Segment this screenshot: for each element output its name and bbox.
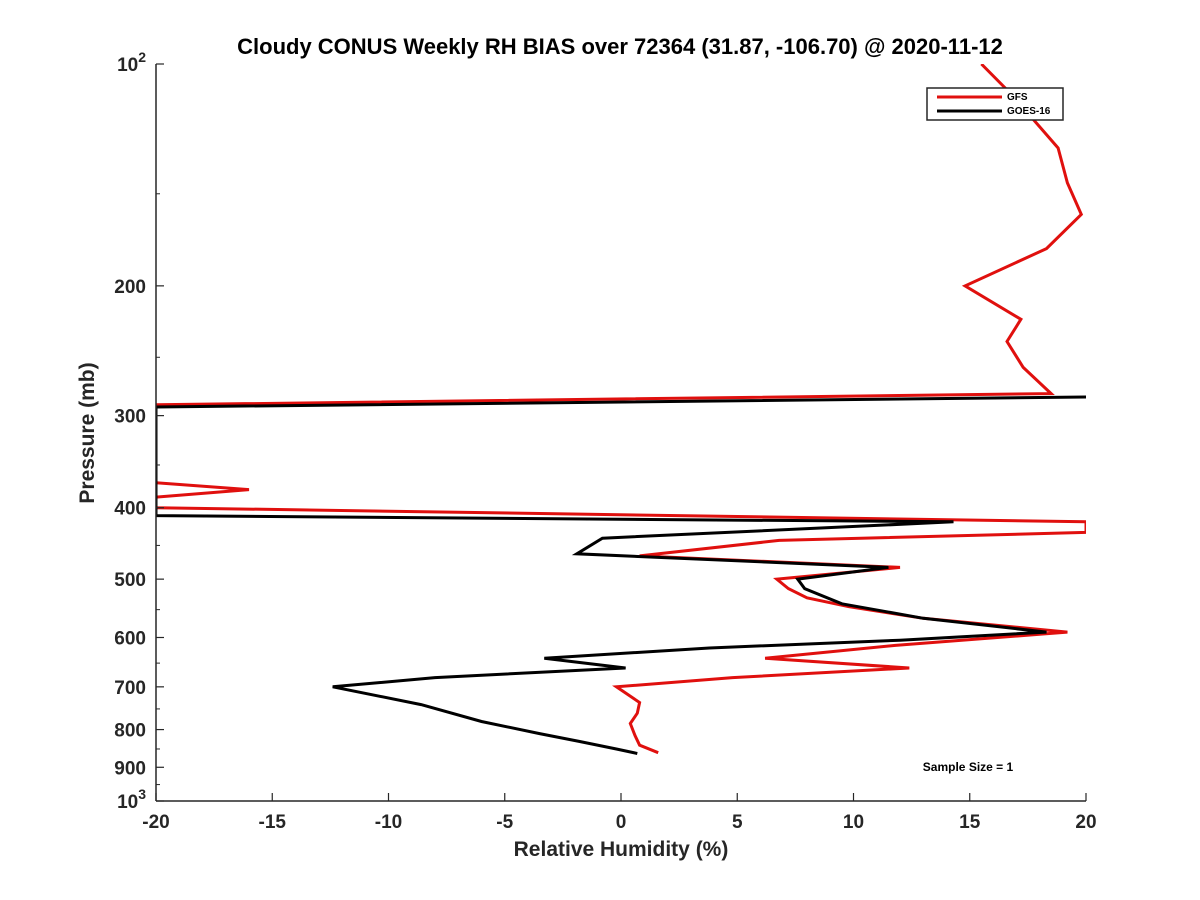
- sample-size-annotation: Sample Size = 1: [923, 760, 1014, 774]
- x-tick-label: -15: [259, 812, 287, 833]
- plot-area: -20 -15 -10 -5 0 5 10 15 20 102 200 300 400 500 600 700…: [114, 49, 1096, 833]
- x-tick-label: 15: [959, 812, 981, 833]
- axes-layer: -20 -15 -10 -5 0 5 10 15 20 102 200 300 400 500 600 700…: [114, 49, 1096, 833]
- legend-label-gfs: GFS: [1007, 92, 1028, 103]
- x-axis-label: Relative Humidity (%): [514, 838, 729, 861]
- y-tick-label: 700: [114, 678, 146, 699]
- chart-title: Cloudy CONUS Weekly RH BIAS over 72364 (…: [237, 34, 1003, 59]
- x-tick-label: -5: [496, 812, 513, 833]
- x-tick-label: -10: [375, 812, 402, 833]
- x-tick-label: 0: [616, 812, 627, 833]
- series-line-gfs: [156, 64, 1086, 755]
- x-tick-label: -20: [142, 812, 169, 833]
- x-tick-label: 20: [1075, 812, 1096, 833]
- x-tick-label: 5: [732, 812, 743, 833]
- legend: GFS GOES-16: [926, 87, 1064, 121]
- y-tick-label: 800: [114, 721, 146, 742]
- y-tick-label: 300: [114, 407, 146, 428]
- y-tick-label: 103: [117, 786, 146, 813]
- y-tick-label: 400: [114, 499, 146, 520]
- series-line-goes-16: [156, 395, 1086, 755]
- y-axis-label: Pressure (mb): [76, 362, 99, 503]
- series-layer: [156, 64, 1086, 755]
- legend-label-goes16: GOES-16: [1007, 106, 1051, 117]
- y-tick-label: 500: [114, 570, 146, 591]
- x-tick-label: 10: [843, 812, 864, 833]
- y-tick-label: 102: [117, 49, 146, 76]
- legend-box: [926, 87, 1064, 121]
- y-tick-label: 200: [114, 277, 146, 298]
- y-tick-label: 900: [114, 758, 146, 779]
- y-tick-label: 600: [114, 628, 146, 649]
